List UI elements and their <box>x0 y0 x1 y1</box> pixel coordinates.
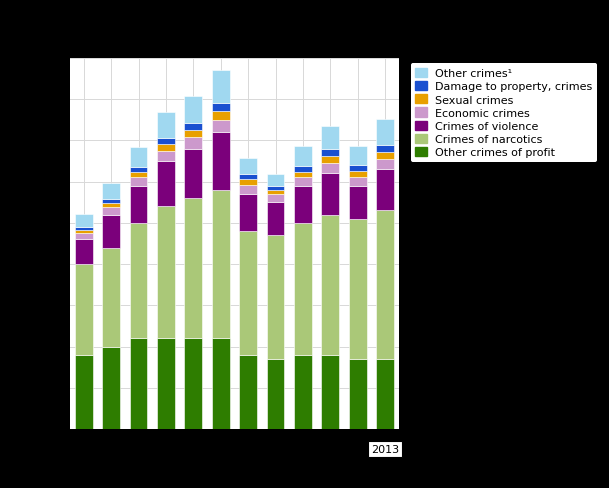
Bar <box>376 145 394 153</box>
Bar <box>267 190 284 195</box>
Bar <box>322 163 339 174</box>
Bar <box>212 104 230 112</box>
Bar <box>267 175 284 186</box>
Bar <box>102 200 120 203</box>
Bar <box>349 359 367 429</box>
Bar <box>294 355 312 429</box>
Bar <box>185 339 202 429</box>
Bar <box>376 120 394 145</box>
Bar <box>239 180 257 185</box>
Bar <box>322 215 339 355</box>
Bar <box>102 208 120 215</box>
Bar <box>294 147 312 166</box>
Bar <box>294 177 312 186</box>
Bar <box>212 71 230 104</box>
Bar <box>322 157 339 163</box>
Bar <box>322 150 339 157</box>
Bar <box>130 178 147 186</box>
Bar <box>130 168 147 173</box>
Bar <box>130 186 147 224</box>
Bar <box>157 339 175 429</box>
Bar <box>322 174 339 215</box>
Bar <box>212 112 230 121</box>
Bar <box>349 146 367 166</box>
Bar <box>294 186 312 224</box>
Bar <box>239 185 257 195</box>
Text: 2013: 2013 <box>371 444 399 454</box>
Bar <box>185 199 202 339</box>
Bar <box>239 195 257 232</box>
Bar <box>349 172 367 177</box>
Bar <box>212 133 230 190</box>
Bar <box>322 355 339 429</box>
Bar <box>75 227 93 230</box>
Bar <box>185 131 202 138</box>
Bar <box>102 248 120 347</box>
Bar <box>157 207 175 339</box>
Bar <box>102 184 120 200</box>
Bar <box>130 339 147 429</box>
Bar <box>239 355 257 429</box>
Bar <box>239 174 257 180</box>
Bar <box>185 138 202 149</box>
Bar <box>75 215 93 227</box>
Bar <box>157 162 175 207</box>
Bar <box>75 264 93 355</box>
Bar <box>376 170 394 211</box>
Bar <box>376 359 394 429</box>
Bar <box>376 160 394 170</box>
Bar <box>294 224 312 355</box>
Bar <box>102 203 120 208</box>
Bar <box>75 234 93 240</box>
Bar <box>267 359 284 429</box>
Bar <box>130 173 147 178</box>
Bar <box>294 172 312 177</box>
Bar <box>185 123 202 131</box>
Bar <box>212 339 230 429</box>
Bar <box>267 195 284 203</box>
Bar <box>267 236 284 359</box>
Bar <box>212 190 230 339</box>
Bar <box>157 151 175 162</box>
Bar <box>75 355 93 429</box>
Bar <box>212 121 230 133</box>
Bar <box>376 153 394 160</box>
Bar <box>157 113 175 139</box>
Bar <box>294 166 312 172</box>
Bar <box>349 219 367 359</box>
Bar <box>102 347 120 429</box>
Bar <box>130 148 147 168</box>
Bar <box>157 145 175 151</box>
Bar <box>102 215 120 248</box>
Bar <box>239 159 257 174</box>
Bar <box>349 177 367 186</box>
Bar <box>157 139 175 145</box>
Bar <box>349 186 367 219</box>
Bar <box>185 97 202 123</box>
Bar <box>75 230 93 234</box>
Bar <box>322 126 339 150</box>
Bar <box>75 240 93 264</box>
Bar <box>267 186 284 190</box>
Bar <box>185 149 202 199</box>
Bar <box>239 232 257 355</box>
Bar <box>267 203 284 236</box>
Legend: Other crimes¹, Damage to property, crimes, Sexual crimes, Economic crimes, Crime: Other crimes¹, Damage to property, crime… <box>411 64 597 163</box>
Bar <box>130 224 147 339</box>
Bar <box>376 211 394 359</box>
Bar <box>349 166 367 172</box>
